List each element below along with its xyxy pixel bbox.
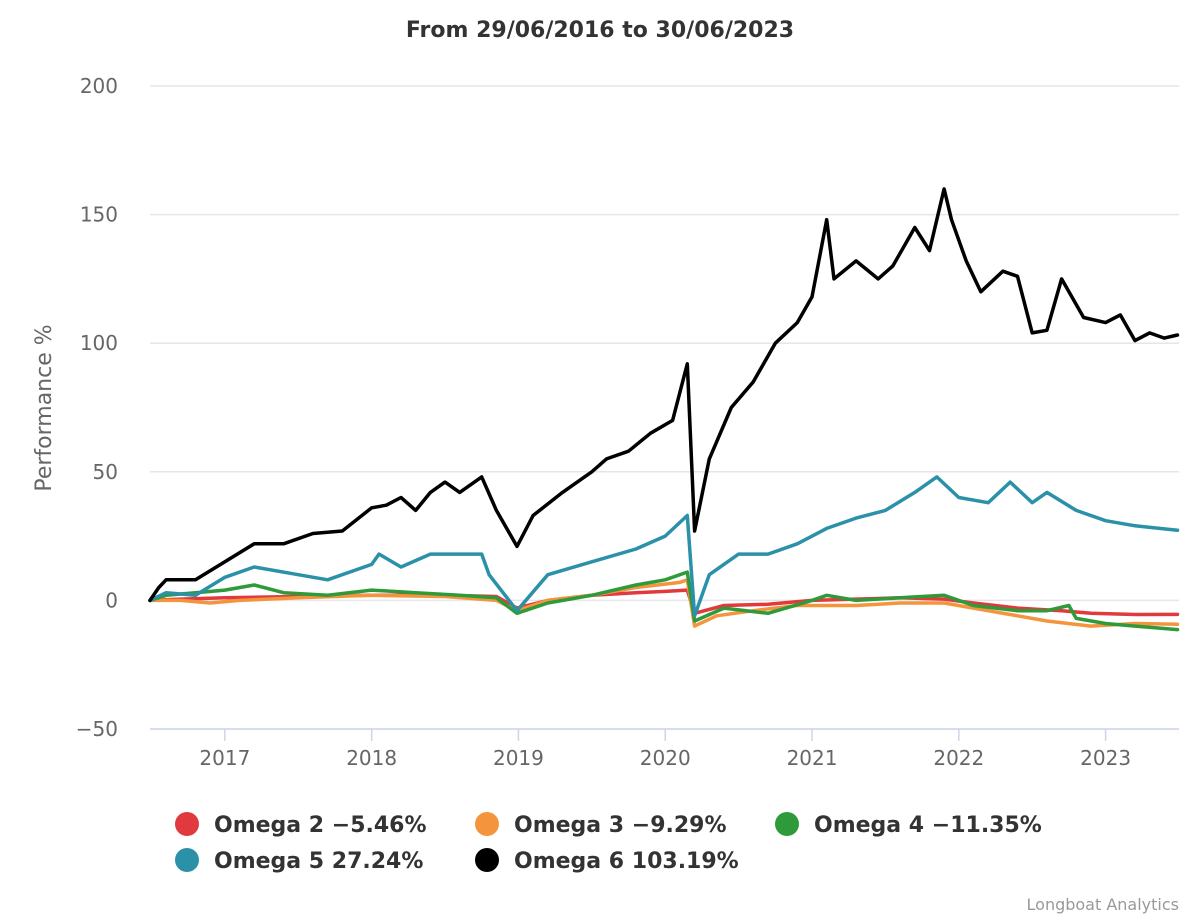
legend-label: Omega 6 103.19% [514, 849, 739, 874]
x-tick-label: 2023 [1080, 746, 1131, 770]
legend-marker-icon [475, 812, 499, 836]
y-tick-label: −50 [76, 717, 118, 741]
series-line-omega-5[interactable] [148, 475, 1180, 618]
legend-marker-icon [175, 812, 199, 836]
y-axis-tick-labels: −50 0 50 100 150 200 [76, 74, 118, 741]
legend-item-omega-3[interactable]: Omega 3 −9.29% [475, 812, 727, 838]
legend-item-omega-6[interactable]: Omega 6 103.19% [475, 848, 739, 874]
x-tick-label: 2018 [346, 746, 397, 770]
legend-label: Omega 5 27.24% [214, 849, 423, 874]
legend-marker-icon [175, 848, 199, 872]
x-tick-label: 2022 [933, 746, 984, 770]
y-tick-label: 200 [80, 74, 118, 98]
grid-lines [150, 85, 1179, 730]
x-tick-label: 2017 [199, 746, 250, 770]
legend[interactable]: Omega 2 −5.46% Omega 3 −9.29% Omega 4 −11.… [175, 812, 1042, 874]
legend-marker-icon [475, 848, 499, 872]
series-line-omega-3[interactable] [148, 578, 1180, 628]
x-tick-label: 2020 [640, 746, 691, 770]
legend-marker-icon [775, 812, 799, 836]
y-tick-label: 50 [93, 460, 118, 484]
legend-label: Omega 4 −11.35% [814, 813, 1042, 838]
y-axis-title: Performance % [32, 324, 57, 491]
series-lines[interactable] [148, 187, 1180, 632]
x-axis: 2017 2018 2019 2020 2021 2022 2023 [150, 728, 1179, 770]
series-line-omega-4[interactable] [148, 570, 1180, 632]
series-line-omega-6[interactable] [148, 187, 1180, 603]
credits-label: Longboat Analytics [1027, 895, 1179, 914]
legend-label: Omega 3 −9.29% [514, 813, 727, 838]
y-tick-label: 150 [80, 203, 118, 227]
y-tick-label: 0 [105, 588, 118, 612]
chart-title: From 29/06/2016 to 30/06/2023 [406, 18, 794, 43]
x-tick-label: 2021 [787, 746, 838, 770]
legend-item-omega-2[interactable]: Omega 2 −5.46% [175, 812, 427, 838]
y-tick-label: 100 [80, 331, 118, 355]
legend-label: Omega 2 −5.46% [214, 813, 427, 838]
legend-item-omega-4[interactable]: Omega 4 −11.35% [775, 812, 1042, 838]
x-tick-label: 2019 [493, 746, 544, 770]
legend-item-omega-5[interactable]: Omega 5 27.24% [175, 848, 423, 874]
